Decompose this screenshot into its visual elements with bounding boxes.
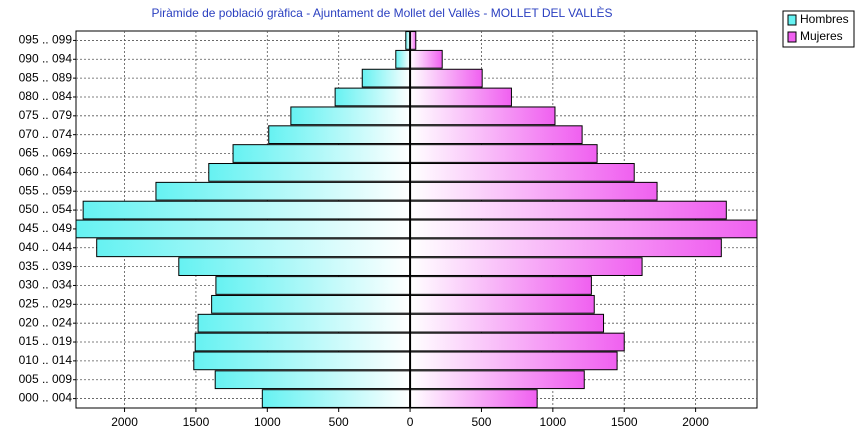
- bar: [409, 332, 625, 352]
- y-tick-label: 090 .. 094: [19, 51, 73, 65]
- bar: [409, 87, 512, 107]
- y-tick-label: 035 .. 039: [19, 259, 73, 273]
- bar: [409, 144, 598, 163]
- bar: [409, 313, 605, 333]
- bar: [395, 49, 411, 69]
- bar: [211, 294, 411, 314]
- y-tick-label: 070 .. 074: [19, 127, 73, 141]
- y-tick-label: 015 .. 019: [19, 334, 73, 348]
- y-tick-label: 085 .. 089: [19, 70, 73, 84]
- bar: [409, 106, 556, 126]
- y-tick-label: 050 .. 054: [19, 202, 73, 216]
- bar: [409, 351, 618, 371]
- y-tick-label: 000 .. 004: [19, 391, 73, 405]
- bar: [361, 68, 411, 88]
- x-tick-label: 1500: [611, 415, 638, 429]
- legend-label: Hombres: [800, 12, 849, 26]
- bar: [409, 125, 583, 145]
- x-tick-label: 1000: [539, 415, 566, 429]
- chart-title: Piràmide de població gràfica - Ajuntamen…: [151, 5, 612, 20]
- bar: [75, 219, 411, 239]
- legend-label: Mujeres: [800, 29, 843, 43]
- y-tick-label: 045 .. 049: [19, 221, 73, 235]
- bar: [215, 276, 411, 295]
- bar: [409, 370, 585, 390]
- bar: [178, 257, 411, 276]
- bar: [409, 276, 592, 295]
- y-tick-label: 010 .. 014: [19, 353, 73, 367]
- y-tick-label: 030 .. 034: [19, 278, 73, 292]
- x-tick-label: 2000: [682, 415, 709, 429]
- bar: [155, 181, 411, 201]
- y-tick-label: 005 .. 009: [19, 372, 73, 386]
- y-tick-label: 020 .. 024: [19, 315, 73, 329]
- bar: [197, 313, 411, 333]
- bar: [409, 181, 658, 201]
- y-tick-label: 080 .. 084: [19, 89, 73, 103]
- x-tick-label: 1500: [183, 415, 210, 429]
- bar: [214, 370, 411, 390]
- bar: [409, 163, 635, 182]
- bar: [261, 389, 411, 408]
- y-tick-label: 055 .. 059: [19, 183, 73, 197]
- plot-area: [75, 30, 758, 409]
- y-tick-label: 060 .. 064: [19, 165, 73, 179]
- bar: [290, 106, 411, 126]
- bar: [208, 163, 411, 182]
- bar: [96, 238, 411, 258]
- bar: [232, 144, 411, 163]
- bar: [409, 294, 595, 314]
- legend-swatch: [787, 31, 797, 43]
- bar: [409, 200, 727, 220]
- bar: [409, 257, 643, 276]
- bar: [409, 219, 758, 239]
- x-tick-label: 500: [471, 415, 491, 429]
- bar: [409, 68, 483, 88]
- x-tick-label: 0: [407, 415, 414, 429]
- bar: [194, 332, 411, 352]
- x-tick-label: 500: [329, 415, 349, 429]
- bar: [82, 200, 411, 220]
- y-tick-label: 040 .. 044: [19, 240, 73, 254]
- bar: [409, 49, 443, 69]
- bar: [193, 351, 411, 371]
- y-tick-label: 065 .. 069: [19, 146, 73, 160]
- x-tick-label: 2000: [111, 415, 138, 429]
- y-tick-label: 075 .. 079: [19, 108, 73, 122]
- bar: [334, 87, 411, 107]
- bar: [268, 125, 411, 145]
- y-tick-label: 025 .. 029: [19, 296, 73, 310]
- bar: [409, 389, 538, 408]
- y-tick-label: 095 .. 099: [19, 33, 73, 47]
- legend-swatch: [787, 14, 797, 26]
- bar: [409, 238, 722, 258]
- x-tick-label: 1000: [254, 415, 281, 429]
